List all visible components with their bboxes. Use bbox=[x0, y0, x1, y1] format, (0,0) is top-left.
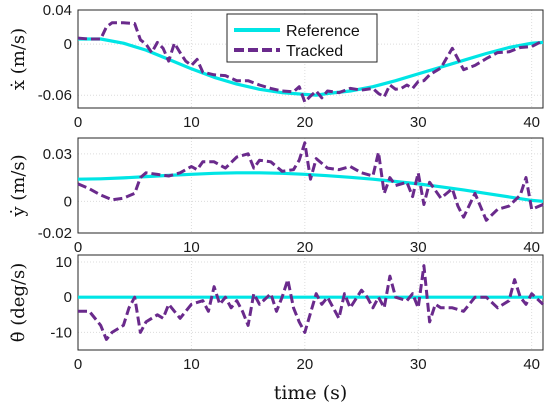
x-velocity-ytick-label: 0 bbox=[64, 36, 72, 53]
y-velocity-axes-box bbox=[77, 137, 544, 234]
x-velocity-ytick-label: 0.04 bbox=[43, 2, 72, 19]
angular-velocity-xtick-label: 10 bbox=[183, 356, 200, 373]
y-velocity-ytick-label: 0.03 bbox=[43, 146, 72, 163]
y-velocity-xtick-label: 20 bbox=[296, 239, 313, 256]
x-velocity-xtick-label: 0 bbox=[74, 114, 82, 131]
x-velocity-xtick-label: 10 bbox=[183, 114, 200, 131]
y-velocity-ytick-label: 0 bbox=[64, 193, 72, 210]
y-velocity-tracked-line bbox=[77, 141, 544, 222]
legend: Reference Tracked bbox=[226, 13, 378, 63]
angular-velocity-tracked-line bbox=[78, 264, 545, 341]
legend-box bbox=[226, 13, 378, 63]
x-velocity-xtick-label: 40 bbox=[523, 114, 540, 131]
y-velocity-panel: 0 10 20 30 400.030-0.02ẏ (m/s) bbox=[8, 137, 544, 256]
x-velocity-axes-box bbox=[77, 9, 544, 109]
angular-velocity-xtick-label: 0 bbox=[74, 356, 82, 373]
legend-label-tracked: Tracked bbox=[286, 43, 343, 60]
angular-velocity-ytick-label: 0 bbox=[64, 289, 72, 306]
y-velocity-xtick-label: 40 bbox=[523, 239, 540, 256]
x-velocity-reference-line bbox=[78, 37, 544, 97]
angular-velocity-xtick-label: 30 bbox=[410, 356, 427, 373]
y-velocity-ytick-label: -0.02 bbox=[38, 225, 72, 242]
angular-velocity-xtick-label: 40 bbox=[523, 356, 540, 373]
angular-velocity-xtick-label: 20 bbox=[296, 356, 313, 373]
y-velocity-xtick-label: 30 bbox=[410, 239, 427, 256]
legend-label-reference: Reference bbox=[286, 23, 360, 40]
x-velocity-ytick-label: -0.06 bbox=[38, 87, 72, 104]
x-velocity-ylabel: ẋ (m/s) bbox=[8, 28, 29, 90]
time-xlabel: time (s) bbox=[274, 382, 348, 404]
x-velocity-xtick-label: 30 bbox=[410, 114, 427, 131]
x-velocity-tracked-line bbox=[77, 21, 544, 104]
y-velocity-reference-line bbox=[77, 171, 544, 203]
y-velocity-ylabel: ẏ (m/s) bbox=[8, 154, 29, 217]
y-velocity-xtick-label: 10 bbox=[183, 239, 200, 256]
x-velocity-xtick-label: 20 bbox=[296, 114, 313, 131]
angular-velocity-ytick-label: -10 bbox=[50, 324, 72, 341]
x-velocity-panel: 0 10 20 30 400.040-0.06ẋ (m/s) bbox=[8, 2, 544, 131]
angular-velocity-axes-box bbox=[77, 254, 544, 351]
y-velocity-xtick-label: 0 bbox=[74, 239, 82, 256]
angular-velocity-ytick-label: 10 bbox=[55, 254, 72, 271]
angular-velocity-ylabel: θ̇ (deg/s) bbox=[8, 263, 29, 343]
